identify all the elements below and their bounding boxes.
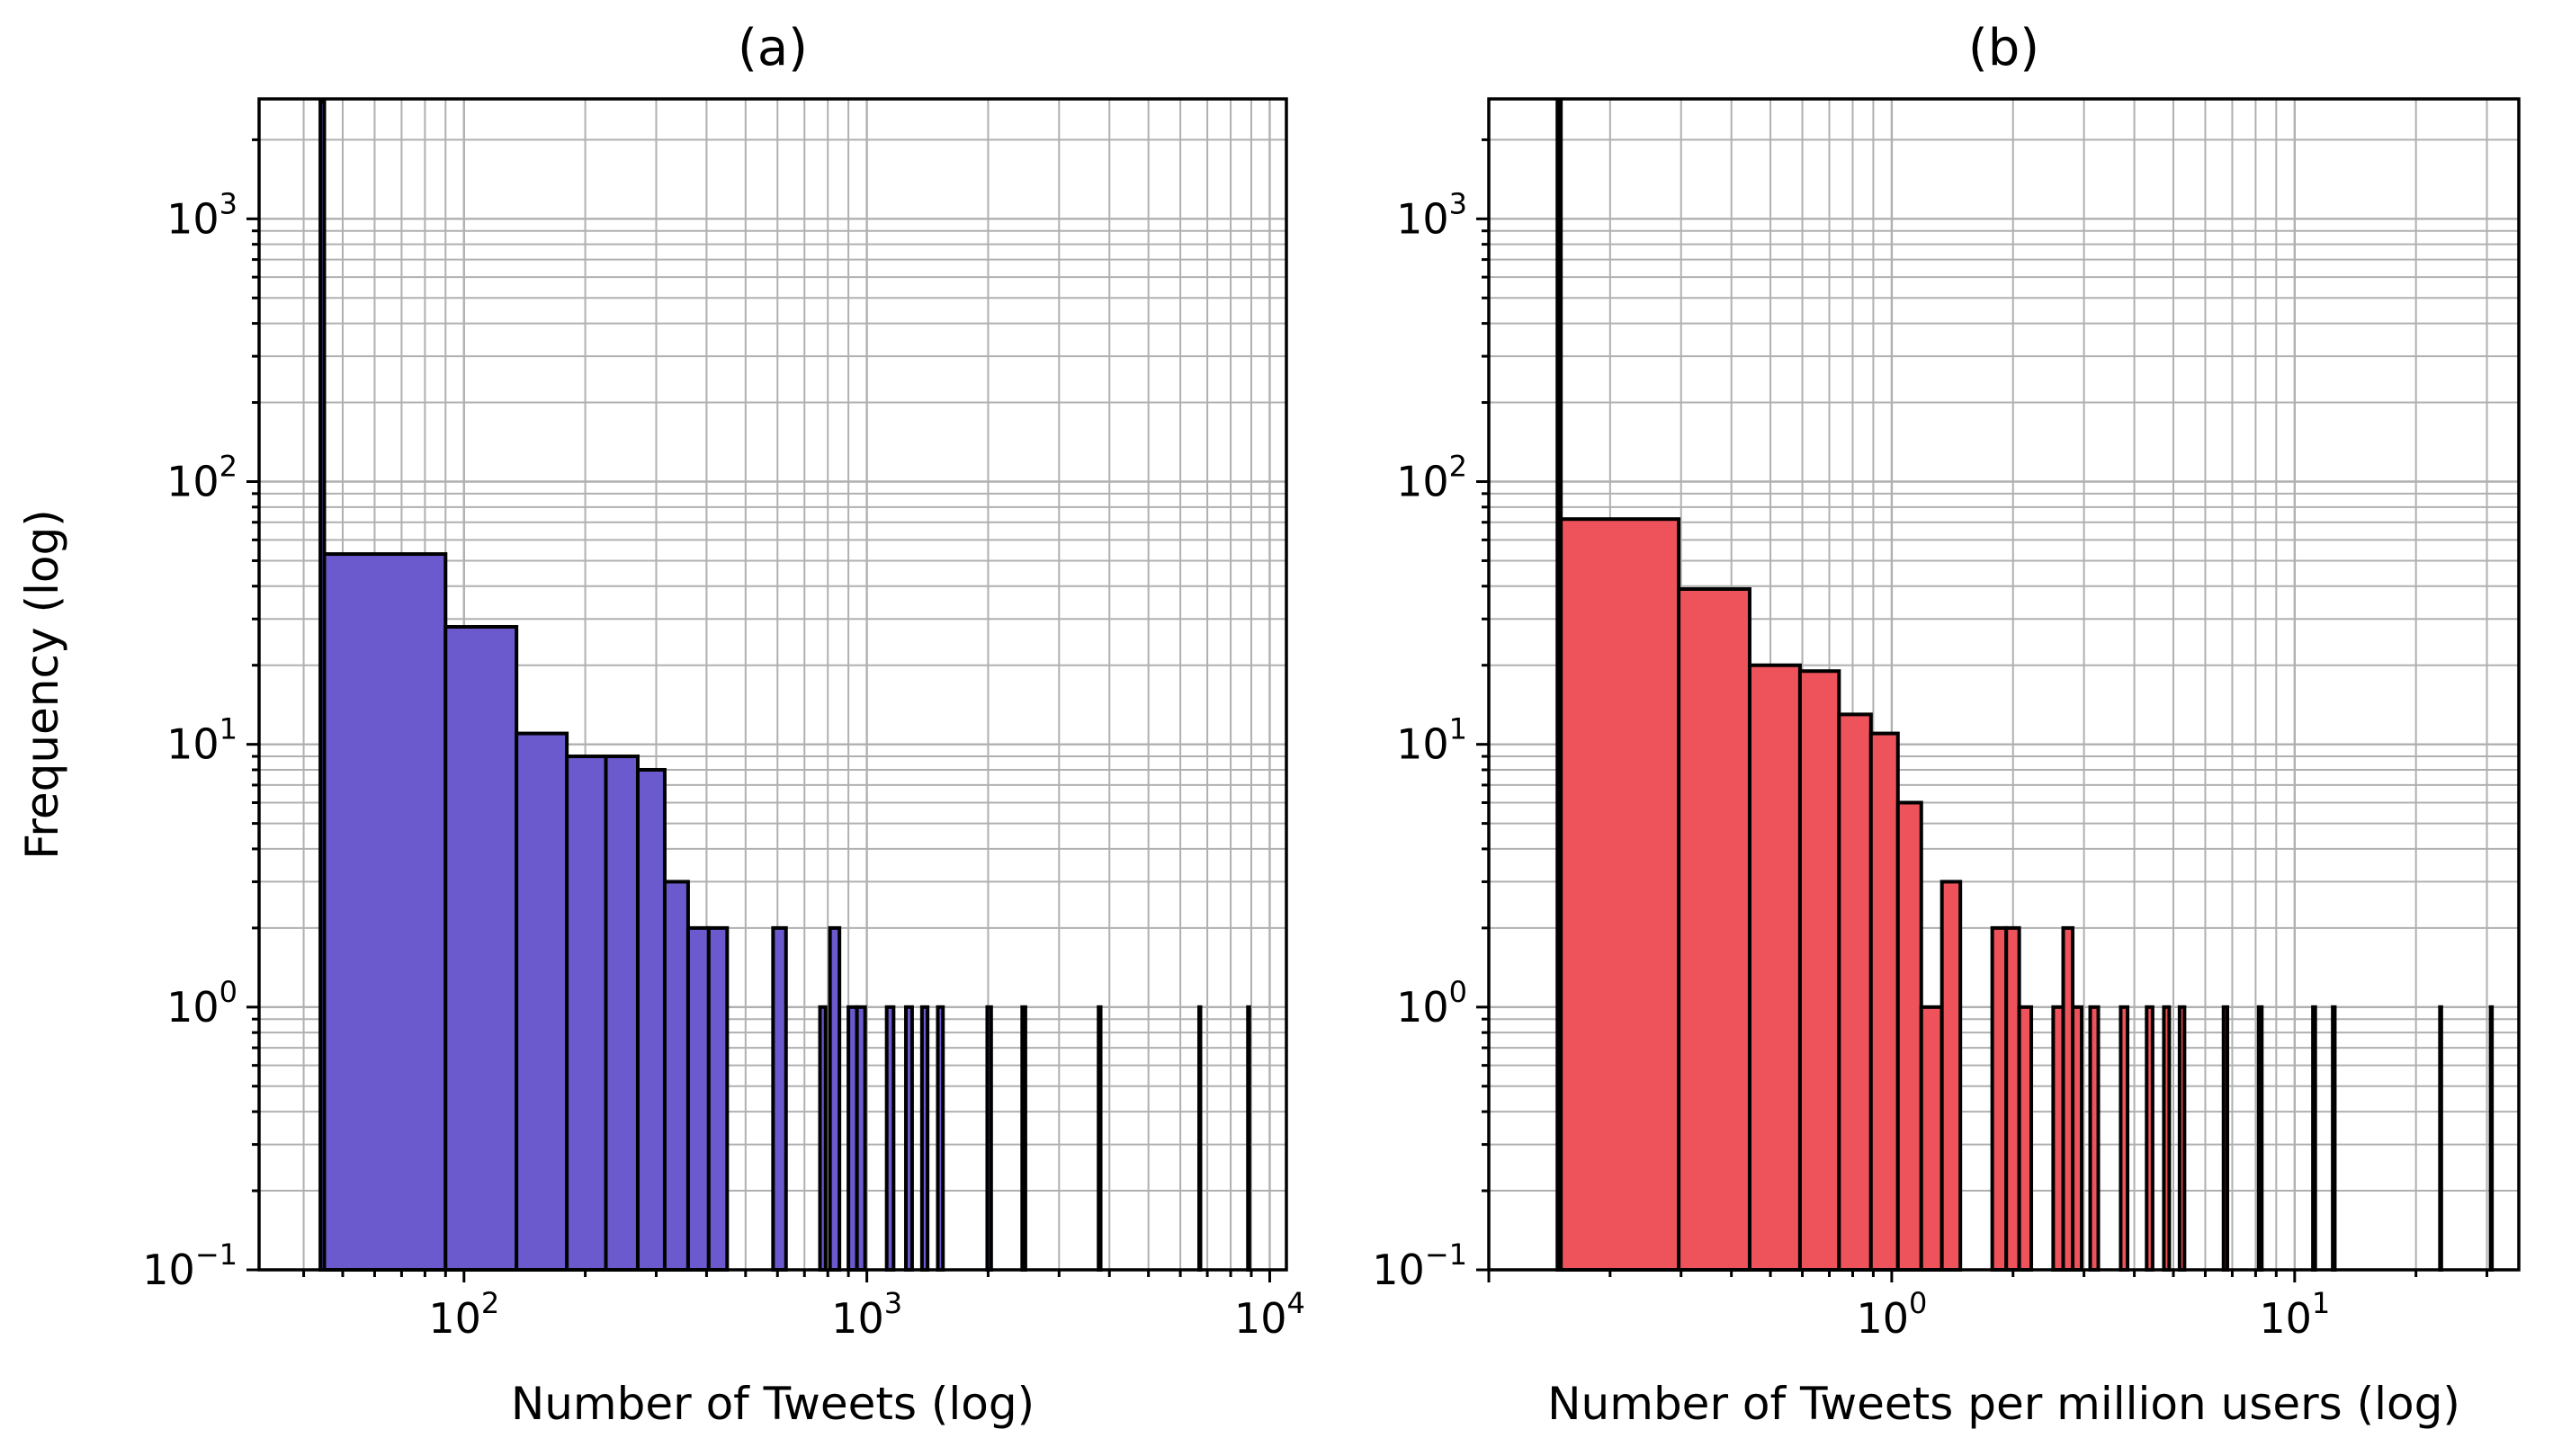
histogram-bar [818, 1005, 828, 1273]
histogram-bar [1837, 712, 1873, 1272]
histogram-bar [1020, 1005, 1027, 1273]
histogram-bar [604, 755, 640, 1272]
y-tick-label: 10−1 [142, 1237, 237, 1294]
histogram-bar [2088, 1005, 2101, 1273]
histogram-bar [565, 755, 608, 1272]
x-axis-label: Number of Tweets (log) [511, 1378, 1035, 1430]
y-axis-label: Frequency (log) [16, 509, 68, 859]
histogram-bar [1559, 517, 1681, 1272]
histogram-bar [1939, 880, 1963, 1272]
y-tick-label: 101 [166, 712, 237, 769]
chart-title: (b) [1968, 19, 2039, 77]
histogram-bar [1097, 1005, 1103, 1273]
x-tick-label: 104 [1234, 1286, 1305, 1343]
histogram-bar [322, 552, 448, 1272]
histogram-bar [1919, 1005, 1944, 1273]
x-tick-label: 102 [428, 1286, 499, 1343]
histogram-bar [443, 625, 519, 1272]
grid [259, 99, 1286, 1272]
x-tick-label: 100 [1856, 1286, 1927, 1343]
x-tick-label: 103 [831, 1286, 902, 1343]
histogram-bar [2221, 1005, 2230, 1273]
axes-frame [1487, 97, 2521, 1272]
histogram-bar [936, 1005, 945, 1273]
axes-frame [257, 97, 1288, 1272]
histogram-bar [855, 1005, 867, 1273]
histogram-bar [2017, 1005, 2034, 1273]
histogram-bar [1246, 1005, 1251, 1273]
histogram-bar [828, 925, 842, 1272]
y-tick-label: 102 [166, 450, 237, 506]
histogram-bar [706, 925, 730, 1272]
histogram-bar [771, 925, 788, 1272]
histogram-bar [1747, 663, 1802, 1272]
chart-panel-a: 102 103 104 10−1 100 101 102 103 (a) Number of Tw… [16, 19, 1305, 1430]
histogram-bar [904, 1005, 914, 1273]
chart-panel-b: 100 101 10−1 100 101 102 103 (b) Number of Tweet… [1372, 19, 2521, 1430]
histogram-bar [884, 1005, 896, 1273]
y-tick-label: 103 [166, 186, 237, 243]
histogram-bar [2145, 1005, 2154, 1273]
histogram-bar [662, 880, 690, 1272]
y-tick-label: 100 [1396, 975, 1467, 1032]
histogram-bar [2488, 1005, 2495, 1273]
chart-title: (a) [738, 19, 808, 77]
histogram-bar [2331, 1005, 2337, 1273]
histogram-bar [1990, 925, 2009, 1272]
histogram-bar [1196, 1005, 1203, 1273]
histogram-bar [2256, 1005, 2264, 1273]
histogram-bar [2071, 1005, 2084, 1273]
histogram-bar [2311, 1005, 2317, 1273]
x-tick-label: 101 [2259, 1286, 2330, 1343]
histogram-bar [2177, 1005, 2187, 1273]
histogram-bar [2119, 1005, 2130, 1273]
histogram-bars [1555, 99, 2495, 1273]
histogram-bar [1797, 669, 1841, 1272]
y-tick-label: 100 [166, 975, 237, 1032]
histogram-bar [919, 1005, 930, 1273]
histogram-bar [1868, 731, 1900, 1272]
y-tick-label: 103 [1396, 186, 1467, 243]
histogram-bar [2438, 1005, 2443, 1273]
histogram-bar [2004, 925, 2021, 1272]
histogram-bar [515, 731, 569, 1272]
histogram-bars [318, 99, 1251, 1273]
histogram-bar [2162, 1005, 2172, 1273]
histogram-bar [635, 767, 667, 1272]
histogram-bar [1895, 800, 1923, 1272]
y-tick-label: 102 [1396, 450, 1467, 506]
y-tick-label: 10−1 [1372, 1237, 1467, 1294]
y-tick-label: 101 [1396, 712, 1467, 769]
histogram-bar [985, 1005, 993, 1273]
histogram-bar [685, 925, 711, 1272]
histogram-bar [1677, 586, 1751, 1272]
x-axis-label: Number of Tweets per million users (log) [1547, 1378, 2460, 1430]
